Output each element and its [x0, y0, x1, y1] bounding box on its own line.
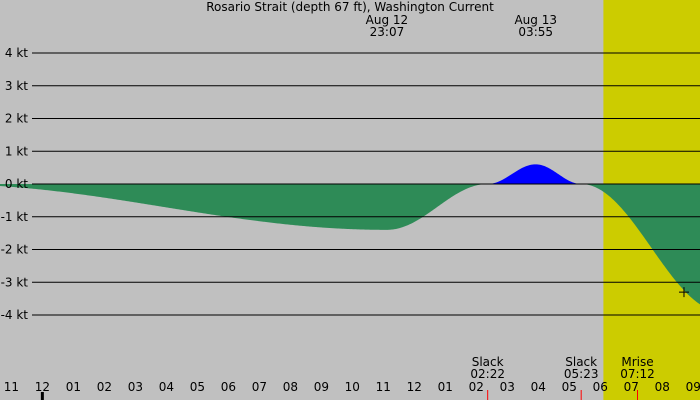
hour-tick-label: 04 — [159, 380, 174, 394]
hour-tick-label: 05 — [562, 380, 577, 394]
hour-tick-label: 10 — [345, 380, 360, 394]
hour-tick-label: 11 — [376, 380, 391, 394]
y-tick-label: -2 kt — [1, 243, 29, 257]
y-tick-label: 3 kt — [5, 79, 28, 93]
y-tick-label: 1 kt — [5, 144, 28, 158]
marker-cross — [678, 287, 689, 298]
hour-tick-label: 03 — [500, 380, 515, 394]
hour-tick-label: 08 — [655, 380, 670, 394]
y-tick-label: -3 kt — [1, 275, 29, 289]
hour-tick-label: 09 — [686, 380, 700, 394]
hour-tick-label: 06 — [221, 380, 236, 394]
event-date-label: Aug 12 — [366, 13, 409, 27]
hour-tick-label: 05 — [190, 380, 205, 394]
hour-tick-label: 12 — [407, 380, 422, 394]
hour-tick-label: 01 — [66, 380, 81, 394]
y-tick-label: 0 kt — [5, 177, 28, 191]
event-date-label: Aug 13 — [514, 13, 557, 27]
hour-tick-label: 02 — [97, 380, 112, 394]
moon-event-time-label: 07:12 — [620, 367, 655, 381]
slack-label: Slack — [472, 355, 504, 369]
hour-tick-label: 07 — [252, 380, 267, 394]
y-tick-label: 2 kt — [5, 112, 28, 126]
hour-tick-label: 09 — [314, 380, 329, 394]
event-time-label: 03:55 — [518, 25, 553, 39]
grid-lines — [32, 52, 700, 316]
chart-labels: 4 kt 3 kt 2 kt 1 kt 0 kt -1 kt -2 kt -3 kt -4 kt… — [1, 13, 700, 400]
moon-event-label: Mrise — [621, 355, 653, 369]
hour-tick-label: 12 — [35, 380, 50, 394]
y-tick-label: -1 kt — [1, 210, 29, 224]
hour-tick-label: 03 — [128, 380, 143, 394]
hour-tick-label: 07 — [624, 380, 639, 394]
hour-tick-label: 11 — [4, 380, 19, 394]
chart-title: Rosario Strait (depth 67 ft), Washington… — [206, 0, 494, 14]
current-areas — [0, 164, 700, 305]
y-tick-label: -4 kt — [1, 308, 29, 322]
slack-time-label: 02:22 — [470, 367, 505, 381]
event-time-label: 23:07 — [370, 25, 405, 39]
current-time-marker — [678, 287, 689, 298]
flood-area — [0, 164, 700, 184]
ebb-area — [0, 184, 700, 305]
hour-tick-label: 01 — [438, 380, 453, 394]
hour-tick-label: 04 — [531, 380, 546, 394]
hour-tick-label: 08 — [283, 380, 298, 394]
slack-label: Slack — [565, 355, 597, 369]
hour-tick-label: 06 — [593, 380, 608, 394]
y-tick-label: 4 kt — [5, 46, 28, 60]
slack-time-label: 05:23 — [564, 367, 599, 381]
hour-tick-label: 02 — [469, 380, 484, 394]
